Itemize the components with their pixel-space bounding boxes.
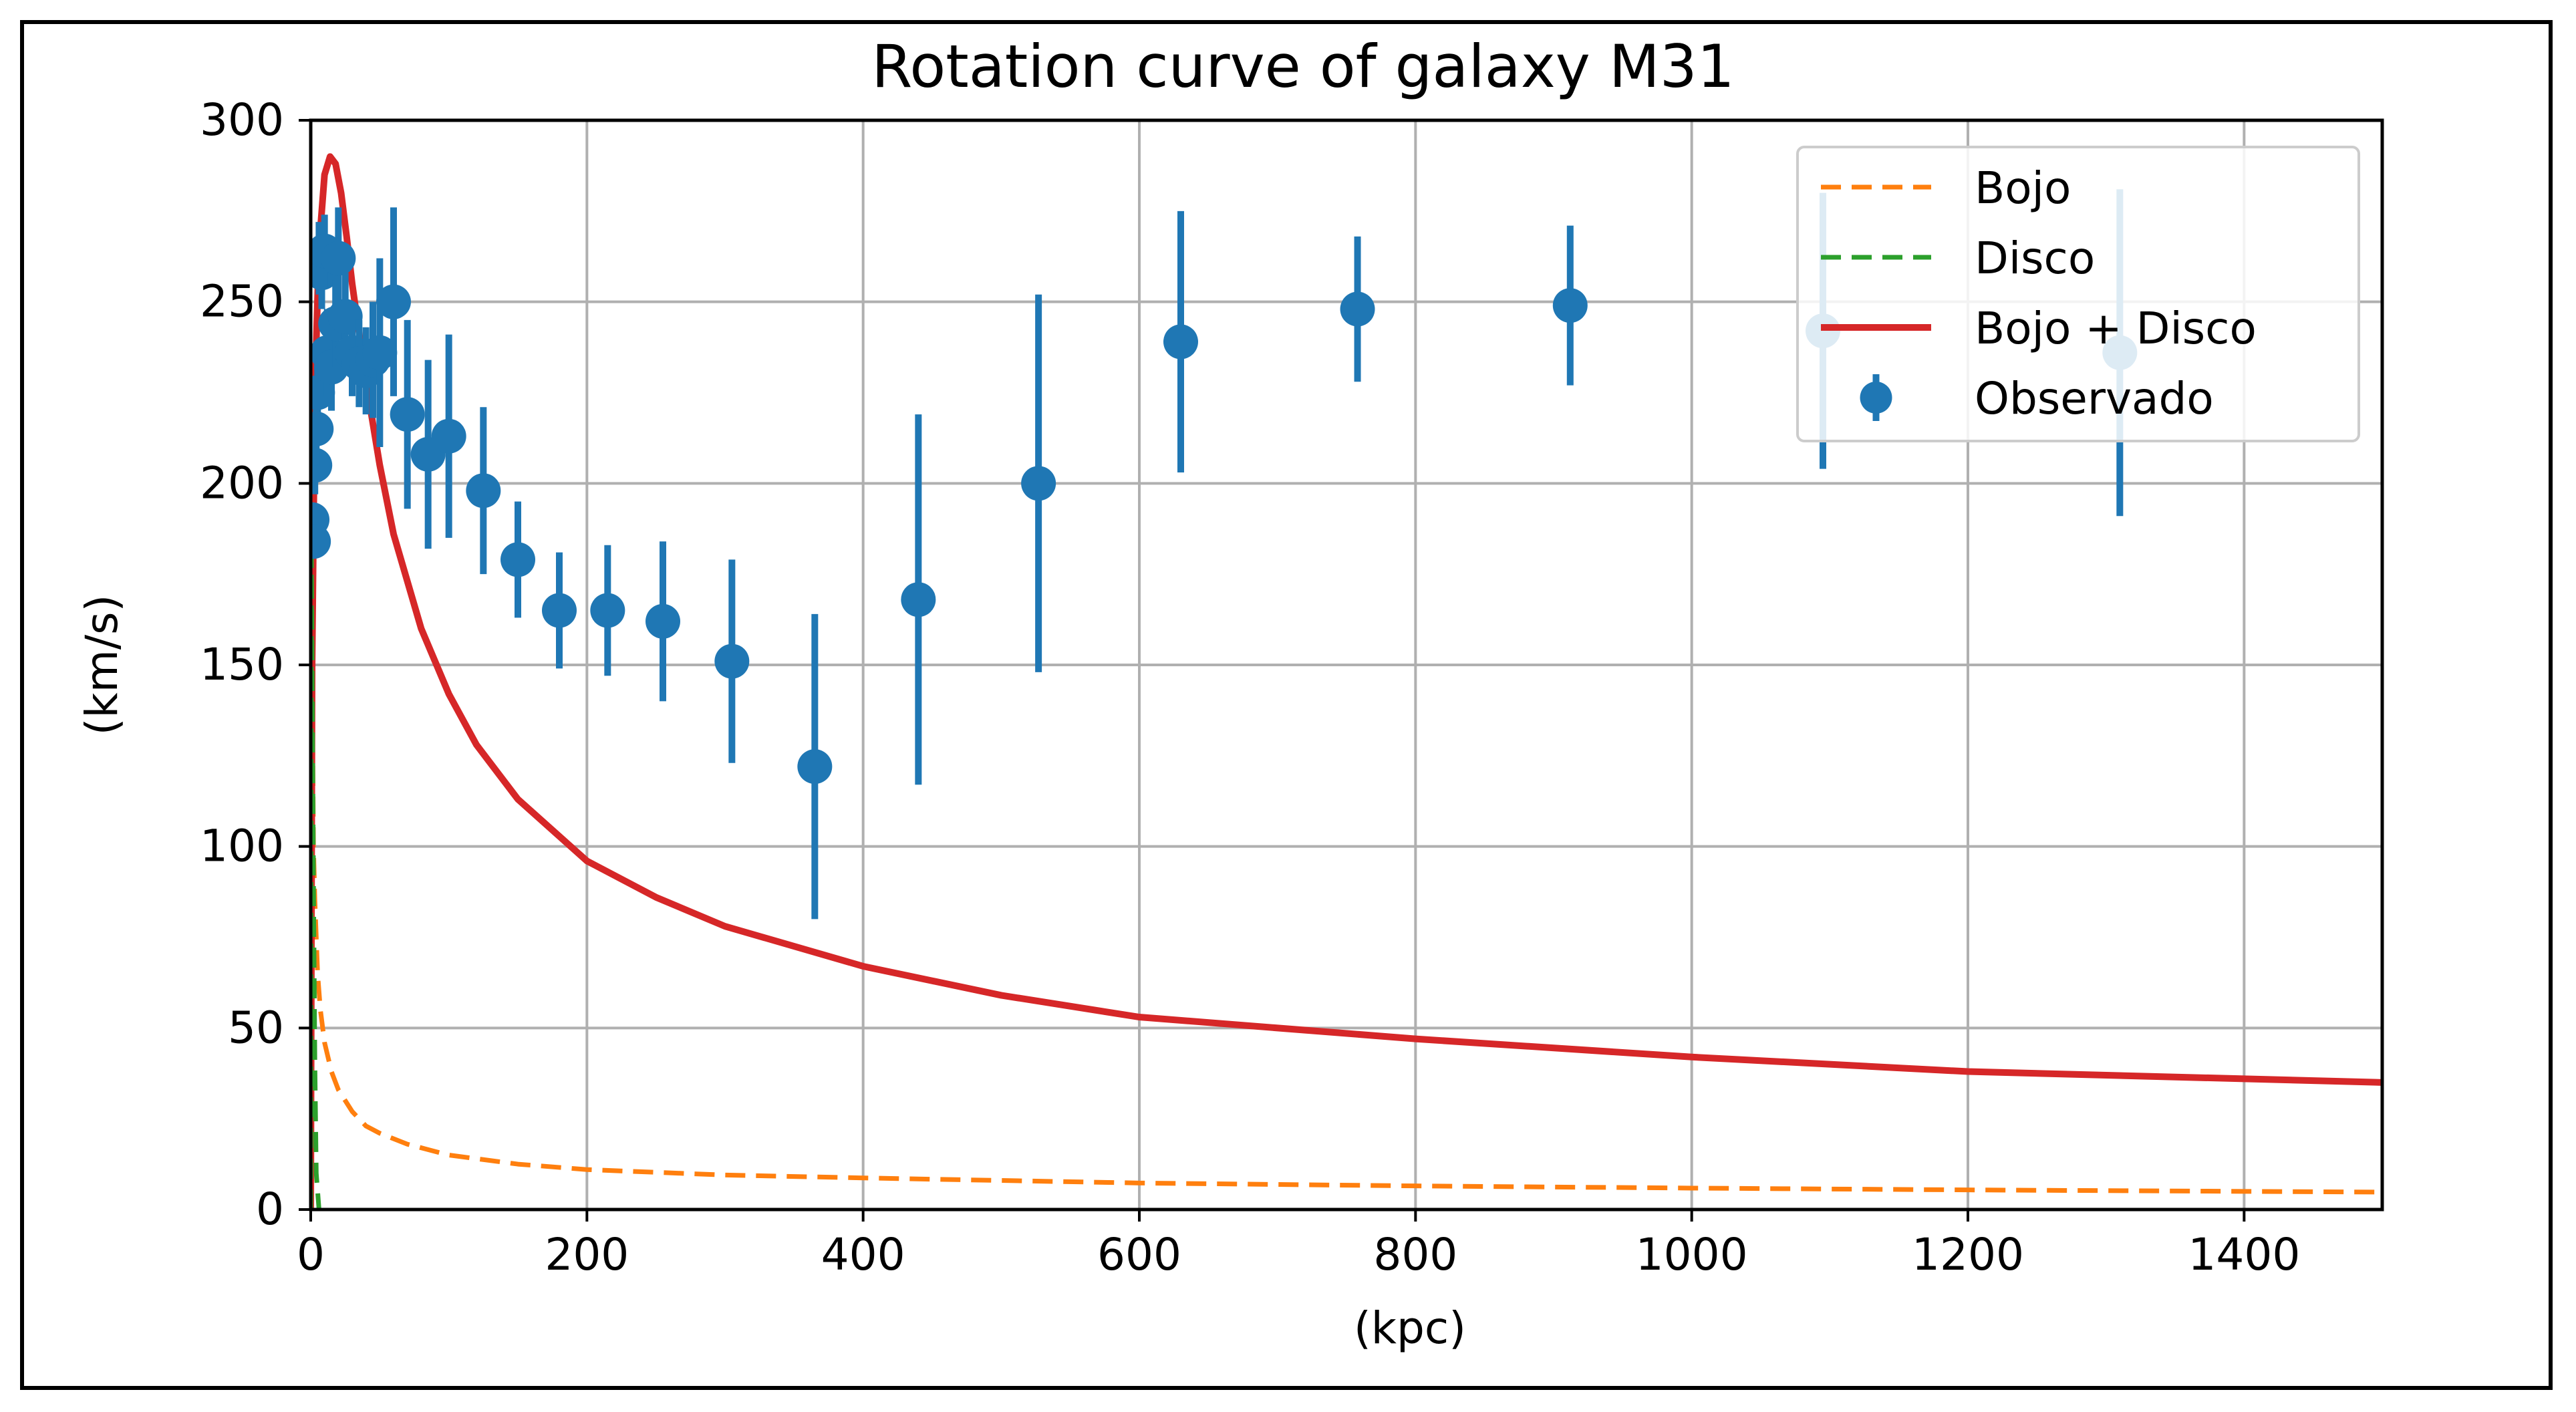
legend-label-total: Bojo + Disco: [1975, 303, 2257, 354]
x-axis: 0 200 400 600 800 1000 1200 1400: [297, 1210, 2300, 1280]
series-line-bulge: [311, 662, 2382, 1210]
y-axis-label: (km/s): [76, 595, 128, 736]
legend-label-bulge: Bojo: [1975, 162, 2071, 214]
x-tick-label: 200: [545, 1229, 629, 1280]
series-line-disk: [311, 553, 321, 1210]
series-lines: [311, 153, 2382, 1210]
observed-point: [797, 749, 833, 785]
observed-point: [321, 241, 356, 276]
observed-point: [1163, 324, 1198, 360]
observed-point: [390, 397, 425, 432]
y-tick-label: 300: [200, 94, 284, 146]
observed-point: [376, 284, 411, 319]
observed-point: [1340, 291, 1375, 327]
observed-point: [901, 582, 936, 617]
y-tick-label: 50: [228, 1002, 284, 1053]
x-tick-label: 600: [1097, 1229, 1181, 1280]
x-tick-label: 400: [821, 1229, 905, 1280]
observed-point: [500, 542, 535, 577]
observed-point: [590, 593, 625, 628]
x-tick-label: 1000: [1636, 1229, 1748, 1280]
legend-marker-observed: [1860, 382, 1892, 414]
y-axis: 0 50 100 150 200 250 300: [200, 94, 311, 1235]
x-tick-label: 1400: [2188, 1229, 2300, 1280]
observed-data: [311, 189, 2138, 920]
x-tick-label: 1200: [1912, 1229, 2024, 1280]
legend-label-disk: Disco: [1975, 233, 2095, 284]
legend: Bojo Disco Bojo + Disco Observado: [1796, 146, 2360, 442]
observed-point: [1552, 288, 1588, 323]
observed-point: [646, 603, 680, 639]
x-tick-label: 0: [297, 1229, 325, 1280]
observed-point: [431, 418, 466, 454]
observed-point: [1021, 466, 1056, 501]
legend-label-observed: Observado: [1975, 373, 2214, 424]
x-tick-label: 800: [1373, 1229, 1457, 1280]
observed-point: [362, 335, 398, 370]
y-tick-label: 250: [200, 276, 284, 327]
observed-point: [542, 593, 577, 628]
observed-point: [311, 524, 331, 559]
y-tick-label: 150: [200, 639, 284, 690]
series-line-total: [311, 153, 2382, 1210]
observed-point: [714, 644, 750, 679]
chart-title: Rotation curve of galaxy M31: [871, 32, 1735, 101]
observed-point: [466, 473, 501, 509]
y-tick-label: 200: [200, 457, 284, 509]
y-tick-label: 100: [200, 821, 284, 872]
x-axis-label: (kpc): [1354, 1302, 1466, 1354]
legend-box: [1796, 146, 2360, 442]
y-tick-label: 0: [256, 1183, 284, 1235]
